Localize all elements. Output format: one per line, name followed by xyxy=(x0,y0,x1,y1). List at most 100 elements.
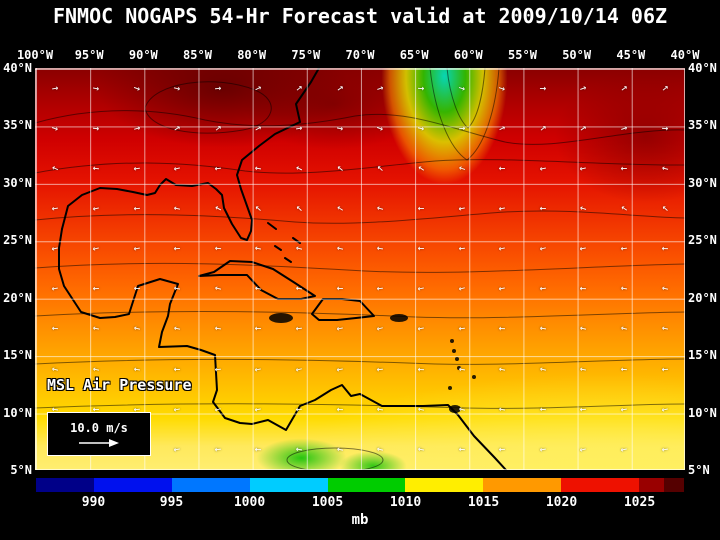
wind-arrow-icon: → xyxy=(253,362,264,377)
wind-arrow-icon: → xyxy=(252,80,265,96)
wind-arrow-icon: → xyxy=(374,121,386,136)
lon-label: 40°W xyxy=(670,48,700,62)
wind-arrow-icon: → xyxy=(414,161,428,176)
wind-arrow-icon: → xyxy=(417,242,425,256)
colorbar-segment xyxy=(405,478,484,492)
wind-arrow-icon: → xyxy=(456,402,467,417)
lat-label: 30°N xyxy=(3,175,32,190)
colorbar-segment xyxy=(560,478,639,492)
wind-arrow-icon: → xyxy=(661,362,669,377)
wind-arrow-icon: → xyxy=(658,80,672,96)
wind-arrow-icon: → xyxy=(497,282,507,297)
wind-arrow-icon: → xyxy=(578,80,589,96)
wind-arrow-icon: → xyxy=(578,442,589,457)
wind-arrow-icon: → xyxy=(416,121,426,136)
wind-arrow-icon: → xyxy=(376,362,385,377)
wind-arrow-icon: → xyxy=(376,282,385,296)
wind-arrow-icon: → xyxy=(131,80,142,96)
lat-label: 5°N xyxy=(10,463,32,477)
lon-label: 95°W xyxy=(74,48,104,62)
lat-label: 25°N xyxy=(688,233,717,248)
wind-arrow-icon: → xyxy=(336,282,344,296)
colorbar-segment xyxy=(483,478,561,492)
colorbar-tick-label: 1025 xyxy=(623,495,656,510)
wind-scale-arrow-icon xyxy=(79,438,119,447)
lat-label: 25°N xyxy=(3,233,32,248)
wind-arrows: → → → → → → → → → → → → → → → → → → → → → → → → → → → → → → → → → → → → → → → →… xyxy=(35,68,685,470)
lat-label: 40°N xyxy=(3,61,32,75)
wind-arrow-icon: → xyxy=(295,322,304,337)
wind-arrow-icon: → xyxy=(294,282,304,296)
wind-arrow-icon: → xyxy=(576,121,590,136)
wind-arrow-icon: → xyxy=(132,161,141,176)
wind-arrow-icon: → xyxy=(498,161,506,176)
wind-arrow-icon: → xyxy=(51,322,60,337)
wind-arrow-icon: → xyxy=(538,161,548,176)
wind-arrow-icon: → xyxy=(579,282,587,296)
wind-arrow-icon: → xyxy=(132,201,141,216)
wind-arrow-icon: → xyxy=(660,322,670,337)
colorbar-segment xyxy=(172,478,250,492)
wind-arrow-icon: → xyxy=(620,362,628,377)
wind-arrow-icon: → xyxy=(172,322,182,337)
wind-arrow-icon: → xyxy=(50,282,60,297)
wind-arrow-icon: → xyxy=(294,241,304,256)
wind-arrow-icon: → xyxy=(50,201,60,216)
wind-arrow-icon: → xyxy=(49,161,62,176)
lat-label: 20°N xyxy=(3,290,32,305)
wind-arrow-icon: → xyxy=(659,402,670,417)
wind-arrow-icon: → xyxy=(578,322,589,337)
wind-arrow-icon: → xyxy=(255,322,262,336)
wind-arrow-icon: → xyxy=(417,202,425,216)
wind-arrow-icon: → xyxy=(457,121,466,136)
wind-arrow-icon: → xyxy=(91,362,101,377)
wind-arrow-icon: → xyxy=(376,241,385,256)
wind-arrow-icon: → xyxy=(254,161,263,176)
wind-arrow-icon: → xyxy=(132,362,141,377)
wind-arrow-icon: → xyxy=(335,121,345,136)
wind-arrow-icon: → xyxy=(131,121,142,136)
wind-arrow-icon: → xyxy=(335,442,345,457)
wind-arrow-icon: → xyxy=(131,322,142,337)
wind-arrow-icon: → xyxy=(214,242,222,256)
wind-arrow-icon: → xyxy=(91,322,101,337)
wind-arrow-icon: → xyxy=(457,362,466,377)
wind-arrow-icon: → xyxy=(376,402,385,417)
lat-label: 10°N xyxy=(3,405,32,420)
wind-arrow-icon: → xyxy=(335,241,345,256)
wind-arrow-icon: → xyxy=(92,282,100,296)
lon-label: 80°W xyxy=(237,48,267,62)
wind-arrow-icon: → xyxy=(213,362,222,377)
wind-arrow-icon: → xyxy=(660,282,670,297)
colorbar-segment xyxy=(36,478,95,492)
wind-arrow-icon: → xyxy=(416,442,426,457)
lon-label: 75°W xyxy=(291,48,321,62)
wind-arrow-icon: → xyxy=(132,282,141,296)
lat-label: 40°N xyxy=(688,61,717,75)
lat-label: 35°N xyxy=(3,118,32,133)
wind-arrow-icon: → xyxy=(332,161,347,176)
wind-arrow-icon: → xyxy=(498,443,506,457)
wind-scale-box: 10.0 m/s xyxy=(47,412,151,456)
page-title: FNMOC NOGAPS 54-Hr Forecast valid at 200… xyxy=(52,4,668,28)
wind-arrow-icon: → xyxy=(211,121,225,136)
wind-arrow-icon: → xyxy=(50,362,61,377)
wind-arrow-icon: → xyxy=(617,80,631,96)
wind-arrow-icon: → xyxy=(618,121,630,136)
wind-arrow-icon: → xyxy=(456,161,467,176)
lon-label: 60°W xyxy=(453,48,483,62)
wind-arrow-icon: → xyxy=(620,161,628,176)
wind-arrow-icon: → xyxy=(294,362,304,377)
wind-arrow-icon: → xyxy=(91,241,101,256)
wind-arrow-icon: → xyxy=(91,81,101,96)
wind-arrow-icon: → xyxy=(213,402,223,417)
wind-arrow-icon: → xyxy=(251,201,266,216)
wind-arrow-icon: → xyxy=(375,80,386,96)
lon-label: 90°W xyxy=(128,48,158,62)
wind-arrow-icon: → xyxy=(497,402,507,417)
wind-arrow-icon: → xyxy=(91,121,100,136)
wind-arrow-icon: → xyxy=(253,282,264,297)
map-area: → → → → → → → → → → → → → → → → → → → → → → → → → → → → → → → → → → → → → → → →… xyxy=(35,68,685,470)
field-label: MSL Air Pressure xyxy=(47,376,192,394)
